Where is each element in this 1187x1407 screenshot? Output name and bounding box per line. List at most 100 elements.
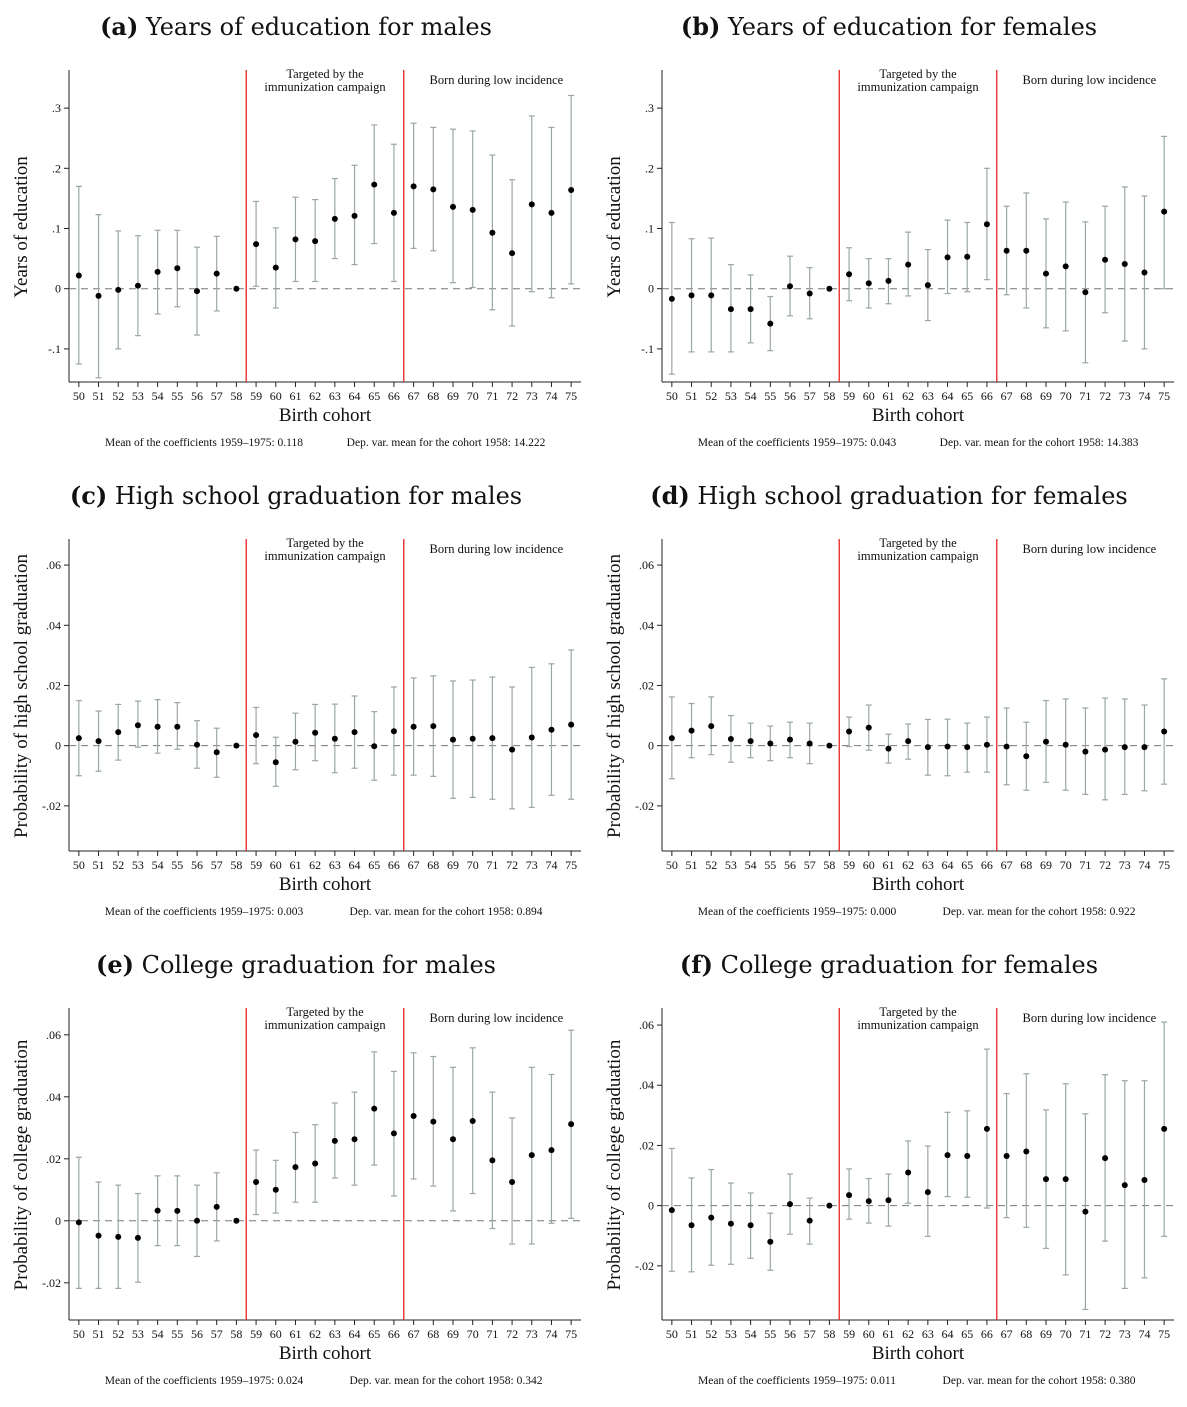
targeted-label-line2: immunization campaign bbox=[264, 549, 386, 563]
x-tick-label: 58 bbox=[823, 389, 835, 403]
panel-label: (d) bbox=[650, 481, 690, 510]
coefficient-point bbox=[115, 729, 122, 736]
coefficient-point bbox=[233, 285, 240, 292]
x-tick-label: 54 bbox=[745, 389, 757, 403]
coefficient-point bbox=[924, 282, 931, 289]
coefficient-point bbox=[253, 1179, 260, 1186]
coefficient-point bbox=[154, 1207, 161, 1214]
coefficient-point bbox=[548, 1147, 555, 1154]
low-incidence-label: Born during low incidence bbox=[430, 1011, 564, 1025]
coefficient-point bbox=[885, 277, 892, 284]
coefficient-point bbox=[1062, 741, 1069, 748]
x-tick-label: 66 bbox=[981, 1327, 993, 1341]
low-incidence-label: Born during low incidence bbox=[1023, 1011, 1157, 1025]
coefficient-point bbox=[767, 740, 774, 747]
coefficient-point bbox=[430, 186, 437, 193]
x-tick-label: 59 bbox=[843, 858, 855, 872]
coefficient-point bbox=[787, 736, 793, 743]
targeted-label-line1: Targeted by the bbox=[286, 536, 364, 550]
chart-svg: (c) High school graduation for males -.02… bbox=[11, 481, 581, 918]
chart-title: (b) Years of education for females bbox=[681, 12, 1097, 41]
chart-panel: (d) High school graduation for females -.… bbox=[593, 469, 1186, 938]
x-tick-label: 56 bbox=[784, 1327, 796, 1341]
coefficient-point bbox=[1062, 263, 1069, 270]
coefficient-point bbox=[983, 741, 990, 748]
coefficient-point bbox=[469, 1117, 476, 1124]
x-tick-label: 67 bbox=[1001, 858, 1013, 872]
y-axis-title: Years of education bbox=[604, 156, 625, 298]
chart-panel: (e) College graduation for males -.02 0 .02… bbox=[0, 938, 593, 1407]
coefficient-point bbox=[469, 206, 476, 213]
x-tick-label: 58 bbox=[823, 1327, 835, 1341]
y-tick-label: -.02 bbox=[42, 799, 61, 813]
coefficient-point bbox=[194, 1217, 200, 1224]
x-tick-label: 68 bbox=[1020, 1327, 1032, 1341]
y-tick-label: -.02 bbox=[42, 1276, 61, 1290]
coefficient-point bbox=[905, 738, 912, 745]
x-tick-label: 63 bbox=[329, 1327, 341, 1341]
coefficient-point bbox=[1102, 1155, 1109, 1162]
x-tick-label: 59 bbox=[843, 389, 855, 403]
x-tick-label: 51 bbox=[93, 858, 105, 872]
x-tick-label: 55 bbox=[171, 1327, 183, 1341]
panel-title: High school graduation for males bbox=[107, 482, 522, 510]
chart-title: (c) High school graduation for males bbox=[70, 481, 522, 510]
x-axis-title: Birth cohort bbox=[872, 1343, 965, 1364]
x-tick-label: 65 bbox=[368, 389, 380, 403]
coefficient-point bbox=[1102, 746, 1109, 753]
x-tick-label: 74 bbox=[1138, 1327, 1150, 1341]
coefficient-point bbox=[905, 1169, 912, 1176]
x-tick-label: 73 bbox=[526, 1327, 538, 1341]
y-tick-label: .02 bbox=[46, 1152, 61, 1166]
x-tick-label: 73 bbox=[1119, 858, 1131, 872]
x-tick-label: 65 bbox=[961, 389, 973, 403]
coefficient-point bbox=[568, 186, 575, 193]
coefficient-point bbox=[450, 1136, 456, 1143]
x-tick-label: 67 bbox=[1001, 389, 1013, 403]
coefficient-point bbox=[1161, 208, 1168, 215]
coefficient-mean-note: Mean of the coefficients 1959–1975: 0.00… bbox=[698, 906, 897, 918]
coefficient-point bbox=[767, 320, 774, 327]
coefficient-point bbox=[312, 1160, 319, 1167]
x-tick-label: 69 bbox=[447, 858, 459, 872]
x-tick-label: 67 bbox=[408, 858, 420, 872]
coefficient-point bbox=[154, 723, 161, 730]
x-tick-label: 60 bbox=[270, 389, 282, 403]
coefficient-point bbox=[134, 282, 141, 289]
x-tick-label: 61 bbox=[882, 858, 894, 872]
x-tick-label: 60 bbox=[863, 858, 875, 872]
x-tick-label: 75 bbox=[565, 858, 577, 872]
coefficient-point bbox=[826, 742, 833, 749]
targeted-label-line2: immunization campaign bbox=[264, 1018, 386, 1032]
x-tick-label: 59 bbox=[843, 1327, 855, 1341]
coefficient-point bbox=[351, 212, 358, 219]
x-tick-label: 69 bbox=[1040, 389, 1052, 403]
baseline-mean-note: Dep. var. mean for the cohort 1958: 0.92… bbox=[943, 906, 1136, 918]
baseline-mean-note: Dep. var. mean for the cohort 1958: 14.2… bbox=[347, 437, 546, 449]
y-tick-label: 0 bbox=[648, 282, 654, 296]
x-tick-label: 66 bbox=[388, 389, 400, 403]
x-tick-label: 72 bbox=[1099, 389, 1111, 403]
x-tick-label: 72 bbox=[1099, 1327, 1111, 1341]
x-tick-label: 54 bbox=[152, 858, 164, 872]
coefficient-point bbox=[509, 1179, 516, 1186]
x-tick-label: 64 bbox=[349, 389, 361, 403]
targeted-label-line1: Targeted by the bbox=[286, 67, 364, 81]
x-tick-label: 65 bbox=[368, 858, 380, 872]
coefficient-point bbox=[983, 221, 990, 228]
x-tick-label: 56 bbox=[191, 389, 203, 403]
coefficient-point bbox=[1102, 256, 1109, 263]
coefficient-point bbox=[865, 1198, 872, 1205]
x-tick-label: 74 bbox=[1138, 389, 1150, 403]
coefficient-point bbox=[371, 1105, 378, 1112]
coefficient-point bbox=[1003, 247, 1010, 254]
coefficient-point bbox=[509, 250, 516, 257]
chart-panel: (f) College graduation for females -.02 0.… bbox=[593, 938, 1186, 1407]
x-tick-label: 63 bbox=[329, 389, 341, 403]
chart-svg: (e) College graduation for males -.02 0 .02… bbox=[11, 950, 581, 1387]
chart-svg: (f) College graduation for females -.02 0.… bbox=[604, 950, 1174, 1387]
x-tick-label: 50 bbox=[73, 858, 85, 872]
coefficient-point bbox=[708, 1214, 715, 1221]
coefficient-point bbox=[885, 745, 892, 752]
coefficient-point bbox=[272, 759, 279, 766]
